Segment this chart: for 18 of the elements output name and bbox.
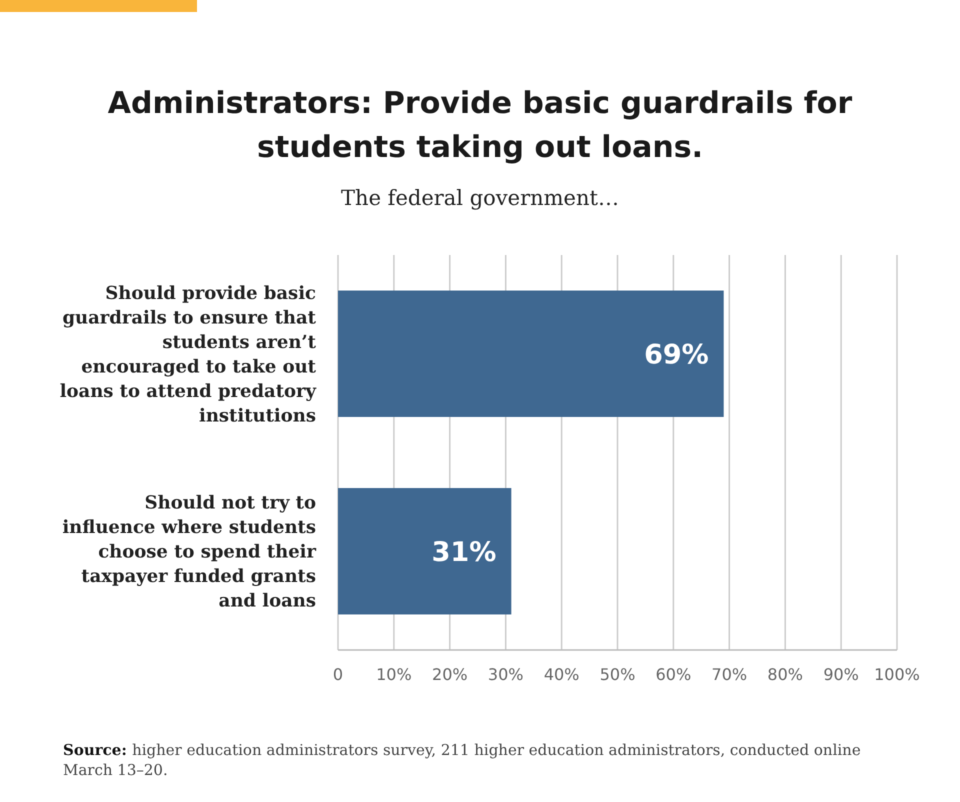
x-tick-label: 60% xyxy=(656,664,692,684)
x-tick-label: 90% xyxy=(823,664,859,684)
x-tick-label: 100% xyxy=(874,664,920,684)
y-tick-label: Should not try to influence where students choose to spend their taxpayer funded grants and loans xyxy=(62,492,317,612)
x-tick-label: 70% xyxy=(712,664,748,684)
data-label: 69% xyxy=(644,339,709,370)
chart-title: Administrators: Provide basic guardrails for students taking out loans. xyxy=(108,86,852,165)
x-tick-label: 50% xyxy=(600,664,636,684)
chart-subtitle: The federal government… xyxy=(341,186,619,210)
x-tick-label: 80% xyxy=(767,664,803,684)
source-note: Source: higher education administrators survey, 211 higher education administrators, conducted online March 13–20. xyxy=(63,741,861,779)
x-tick-label: 0 xyxy=(332,664,344,684)
x-tick-label: 40% xyxy=(544,664,580,684)
y-tick-label: Should provide basic guardrails to ensure that students aren’t encouraged to take out loans to attend predatory institutions xyxy=(60,282,317,426)
x-tick-label: 30% xyxy=(488,664,524,684)
x-tick-label: 20% xyxy=(432,664,468,684)
data-label: 31% xyxy=(432,536,496,568)
x-tick-label: 10% xyxy=(376,664,412,684)
